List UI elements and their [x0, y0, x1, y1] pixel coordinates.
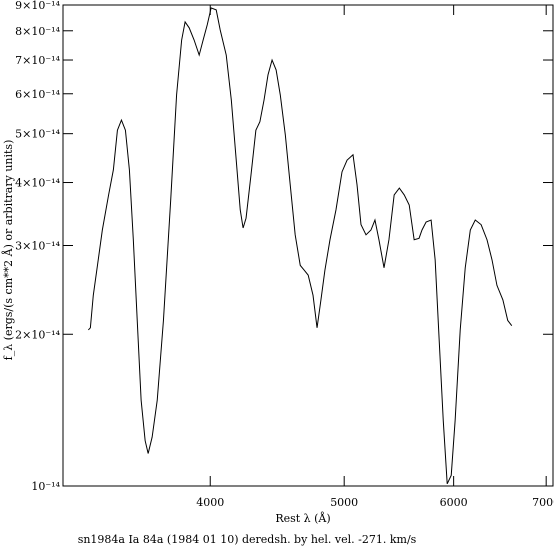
y-tick-label: 3×10⁻¹⁴	[15, 240, 60, 253]
y-tick-label: 5×10⁻¹⁴	[15, 128, 60, 141]
y-tick-label: 9×10⁻¹⁴	[15, 0, 60, 12]
y-tick-label: 8×10⁻¹⁴	[15, 25, 60, 38]
x-tick-label: 7000	[532, 496, 554, 509]
plot-frame	[62, 4, 554, 487]
chart-title: sn1984a Ia 84a (1984 01 10) deredsh. by …	[78, 533, 417, 546]
y-tick-label: 10⁻¹⁴	[31, 480, 60, 493]
x-axis-label: Rest λ (Å)	[275, 511, 330, 525]
spectrum-line	[87, 7, 513, 485]
y-axis-label: f_λ (ergs/(s cm**2 Å) or arbitrary units…	[1, 140, 15, 361]
y-tick-label: 4×10⁻¹⁴	[15, 177, 60, 190]
y-tick-label: 7×10⁻¹⁴	[15, 54, 60, 67]
x-tick-label: 5000	[330, 496, 358, 509]
y-tick-label: 2×10⁻¹⁴	[15, 328, 60, 341]
y-tick-label: 6×10⁻¹⁴	[15, 88, 60, 101]
x-tick-label: 4000	[196, 496, 224, 509]
x-tick-label: 6000	[440, 496, 468, 509]
